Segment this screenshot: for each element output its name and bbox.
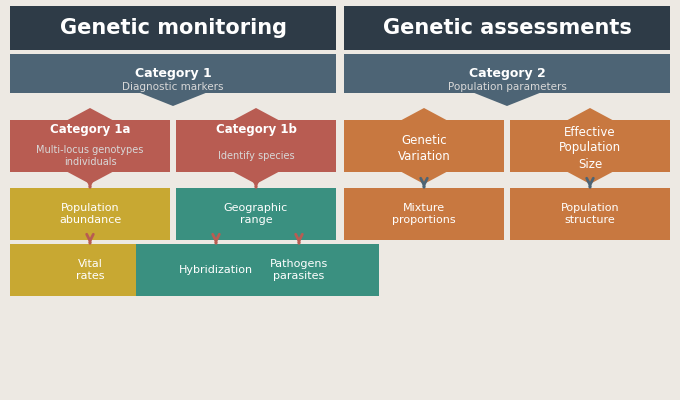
Polygon shape (510, 108, 670, 184)
Text: Genetic monitoring: Genetic monitoring (60, 18, 286, 38)
Text: Genetic assessments: Genetic assessments (383, 18, 632, 38)
Polygon shape (344, 188, 504, 240)
Text: Mixture
proportions: Mixture proportions (392, 203, 456, 225)
Text: Category 2: Category 2 (469, 66, 545, 80)
Polygon shape (10, 244, 170, 296)
Text: Category 1b: Category 1b (216, 124, 296, 136)
Polygon shape (10, 108, 170, 184)
Polygon shape (176, 188, 336, 240)
Polygon shape (344, 6, 670, 50)
Text: Geographic
range: Geographic range (224, 203, 288, 225)
Text: Population
structure: Population structure (561, 203, 619, 225)
Polygon shape (10, 188, 170, 240)
Text: Diagnostic markers: Diagnostic markers (122, 82, 224, 92)
Polygon shape (176, 108, 336, 184)
Text: Category 1a: Category 1a (50, 124, 131, 136)
Polygon shape (10, 54, 336, 106)
Text: Effective
Population
Size: Effective Population Size (559, 126, 621, 170)
Text: Population
abundance: Population abundance (59, 203, 121, 225)
Polygon shape (344, 54, 670, 106)
Text: Category 1: Category 1 (135, 66, 211, 80)
Text: Vital
rates: Vital rates (75, 259, 104, 281)
Text: Multi-locus genotypes
individuals: Multi-locus genotypes individuals (36, 145, 143, 167)
Polygon shape (344, 108, 504, 184)
Text: Identify species: Identify species (218, 151, 294, 161)
Polygon shape (136, 244, 296, 296)
Text: Population parameters: Population parameters (447, 82, 566, 92)
Text: Hybridization: Hybridization (179, 265, 253, 275)
Text: Genetic
Variation: Genetic Variation (398, 134, 450, 162)
Polygon shape (10, 6, 336, 50)
Polygon shape (219, 244, 379, 296)
Polygon shape (510, 188, 670, 240)
Text: Pathogens
parasites: Pathogens parasites (270, 259, 328, 281)
